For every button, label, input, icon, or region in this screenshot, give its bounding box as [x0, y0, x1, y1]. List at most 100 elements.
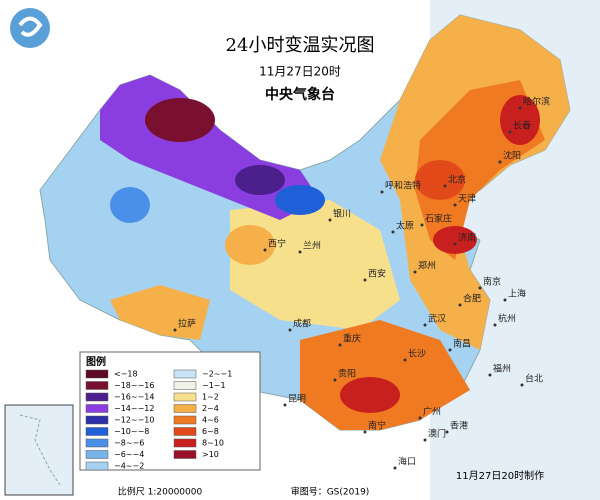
city-label: 北京	[448, 174, 466, 186]
city-dot	[488, 373, 492, 377]
area	[235, 165, 285, 195]
city-dot	[333, 378, 337, 382]
city-label: 石家庄	[425, 213, 452, 225]
city-dot	[458, 303, 462, 307]
city-label: 上海	[508, 288, 526, 300]
legend-label: −6~−4	[114, 450, 144, 459]
city-dot	[443, 184, 447, 188]
city-label: 南昌	[453, 338, 471, 350]
south-sea-inset	[4, 404, 74, 496]
city-dot	[298, 250, 302, 254]
legend-swatch	[85, 404, 109, 413]
city-label: 昆明	[288, 394, 306, 405]
agency: 中央气象台	[265, 86, 335, 103]
legend-label: 8~10	[202, 439, 224, 448]
city-dot	[403, 358, 407, 362]
city-label: 广州	[423, 406, 441, 418]
city-label: 长春	[513, 120, 531, 132]
legend-swatch	[173, 438, 197, 448]
legend-swatch	[85, 369, 109, 379]
city-label: 哈尔滨	[523, 96, 550, 108]
city-dot	[493, 323, 497, 327]
city-label: 武汉	[428, 313, 446, 325]
city-dot	[448, 348, 452, 352]
legend-label: 2~4	[202, 404, 219, 413]
legend: <−18 −18~−16 −16~−14 −14~−12 −12~−10 −10~−8 −8…	[85, 369, 232, 471]
legend-label: −1~1	[202, 381, 226, 390]
city-label: 拉萨	[178, 318, 196, 330]
legend-box	[79, 351, 261, 471]
city-label: 杭州	[498, 313, 516, 325]
legend-label: −18~−16	[114, 381, 154, 390]
city-dot	[393, 466, 397, 470]
city-label: 银川	[333, 208, 351, 220]
legend-label: >10	[202, 450, 219, 459]
city-dot	[453, 242, 457, 246]
legend-swatch	[173, 415, 197, 425]
city-dot	[380, 190, 384, 194]
city-label: 重庆	[343, 333, 361, 345]
inset-border	[19, 414, 61, 486]
legend-swatch	[85, 438, 109, 448]
title: 24小时变温实况图	[226, 35, 375, 56]
city-label: 南京	[483, 276, 501, 288]
city-dot	[173, 328, 177, 332]
legend-swatch	[173, 427, 197, 436]
city-dot	[288, 328, 292, 332]
city-dot	[518, 106, 522, 110]
city-label: 南宁	[368, 420, 386, 432]
city-dot	[420, 223, 424, 227]
legend-label: −8~−6	[114, 439, 144, 448]
city-label: 长沙	[408, 348, 426, 360]
made-time: 11月27日20时制作	[456, 469, 544, 482]
city-label: 合肥	[463, 293, 481, 305]
legend-swatch	[85, 415, 109, 425]
legend-label: −10~−8	[114, 427, 149, 436]
city-label: 海口	[398, 456, 416, 468]
legend-swatch	[85, 392, 109, 402]
area	[433, 226, 477, 254]
city-dot	[283, 403, 287, 407]
subtitle: 11月27日20时	[259, 65, 341, 79]
city-label: 呼和浩特	[385, 180, 421, 192]
city-label: 西安	[368, 268, 386, 280]
logo	[10, 8, 50, 48]
legend-swatch	[85, 427, 109, 436]
city-dot	[453, 203, 457, 207]
legend-label: 6~8	[202, 427, 219, 436]
legend-swatch	[85, 381, 109, 390]
city-label: 沈阳	[503, 150, 521, 162]
city-dot	[418, 416, 422, 420]
area	[110, 187, 150, 223]
city-label: 澳门	[428, 428, 446, 440]
city-dot	[445, 430, 449, 434]
legend-label: <−18	[114, 370, 138, 379]
area	[230, 200, 400, 330]
city-dot	[363, 430, 367, 434]
legend-label: −14~−12	[114, 404, 154, 413]
city-label: 郑州	[418, 260, 436, 272]
legend-label: −12~−10	[114, 416, 154, 425]
area	[340, 377, 400, 413]
city-label: 太原	[396, 220, 414, 232]
legend-swatch	[173, 392, 197, 402]
legend-swatch	[173, 381, 197, 390]
legend-label: 1~2	[202, 393, 219, 402]
city-label: 兰州	[303, 240, 321, 252]
city-label: 香港	[450, 420, 468, 432]
legend-label: −2~−1	[202, 370, 232, 379]
scale: 比例尺 1:20000000	[118, 486, 203, 498]
area	[145, 98, 215, 142]
city-dot	[508, 130, 512, 134]
city-dot	[503, 298, 507, 302]
city-dot	[391, 230, 395, 234]
city-dot	[423, 323, 427, 327]
review-number: 审图号：GS(2019)	[291, 486, 370, 498]
city-label: 西宁	[268, 238, 286, 250]
city-label: 济南	[458, 232, 476, 244]
area	[275, 185, 325, 215]
legend-swatch	[85, 461, 109, 471]
legend-label: −4~−2	[114, 462, 144, 471]
